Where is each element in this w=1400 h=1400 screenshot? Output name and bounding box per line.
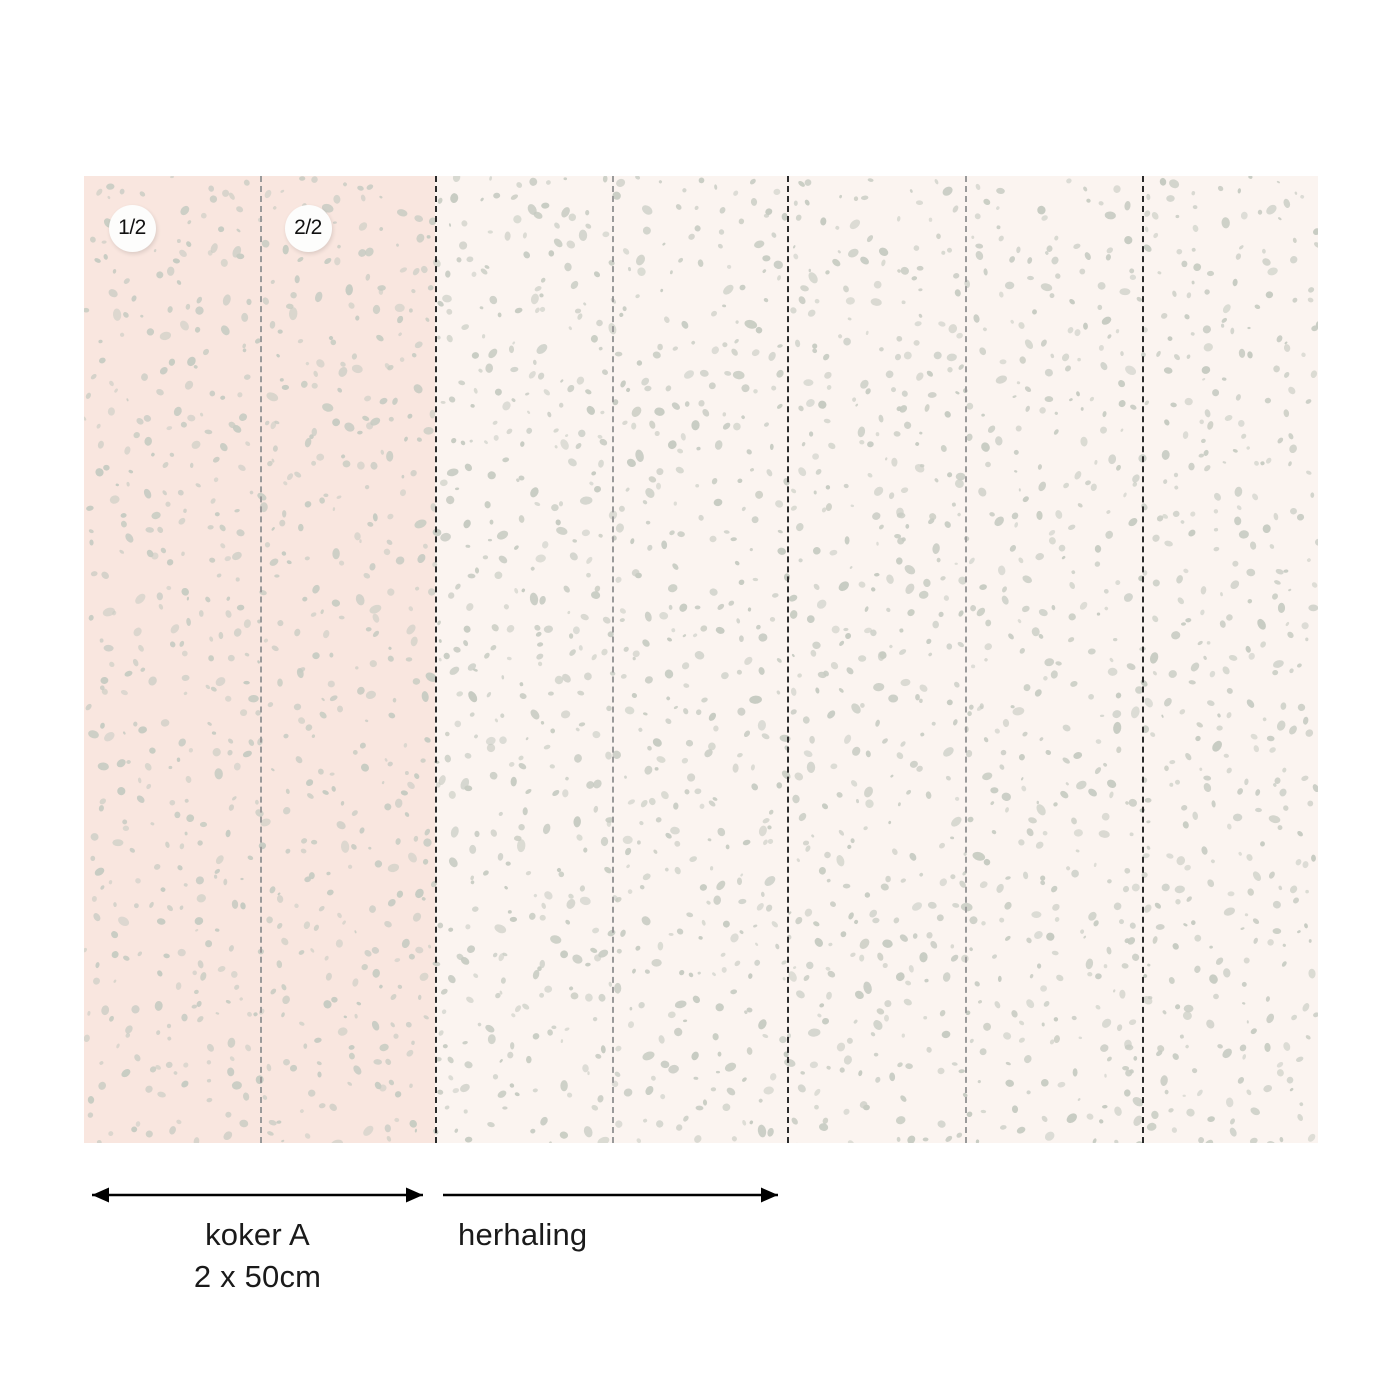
herhaling-caption: herhaling [458,1217,587,1253]
strip-badge-1-of-2: 1/2 [108,204,156,252]
wallpaper-preview[interactable]: 1/2 2/2 [84,176,1318,1143]
seam-line-light-0 [260,176,262,1143]
wallpaper-panel-repeat-strip-1 [435,176,612,1143]
koker-a-caption: koker A 2 x 50cm [0,1217,515,1295]
seam-line-light-4 [965,176,967,1143]
wallpaper-panel-repeat-strip-5 [1142,176,1318,1143]
seam-line-dark-1 [435,176,437,1143]
measurement-arrow-group [92,1187,778,1203]
koker-a-caption-line1: koker A [205,1217,310,1252]
wallpaper-panel-repeat-strip-3 [787,176,965,1143]
wallpaper-panel-koker-a-strip-1 [84,176,260,1143]
herhaling-caption-line1: herhaling [458,1217,588,1252]
seam-line-dark-3 [787,176,789,1143]
koker-a-caption-line2: 2 x 50cm [193,1259,322,1294]
seam-line-dark-5 [1142,176,1144,1143]
seam-line-light-2 [612,176,614,1143]
measurement-arrow-herhaling [443,1187,778,1203]
measurement-arrow-koker-a [92,1187,423,1203]
wallpaper-panel-repeat-strip-4 [965,176,1142,1143]
strip-badge-2-of-2: 2/2 [284,204,332,252]
wallpaper-panel-koker-a-strip-2 [260,176,435,1143]
wallpaper-panel-repeat-strip-2 [612,176,787,1143]
